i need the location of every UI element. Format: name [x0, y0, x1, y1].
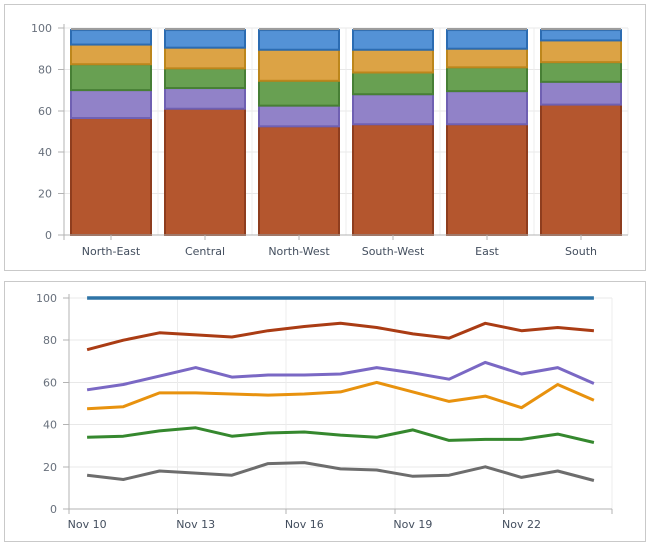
y-axis-label: 40	[43, 419, 57, 432]
y-axis-label: 40	[38, 146, 52, 159]
y-axis-label: 80	[43, 334, 57, 347]
bar-segment-rust[interactable]	[164, 107, 246, 236]
y-axis-label: 0	[50, 503, 57, 516]
bar-segment-blue[interactable]	[70, 29, 152, 46]
bar-segment-orange[interactable]	[352, 48, 434, 74]
bar-segment-purple[interactable]	[540, 80, 622, 106]
bar-segment-rust[interactable]	[446, 123, 528, 236]
bar-segment-gray-cap[interactable]	[541, 28, 621, 31]
bar-segment-blue[interactable]	[446, 29, 528, 50]
bar-segment-purple[interactable]	[164, 87, 246, 110]
y-axis-label: 20	[43, 461, 57, 474]
bar-segment-gray-cap[interactable]	[353, 28, 433, 31]
bar-segment-blue[interactable]	[258, 29, 340, 51]
y-axis-label: 0	[45, 229, 52, 242]
bar-segment-blue[interactable]	[164, 29, 246, 49]
bar-segment-blue[interactable]	[540, 29, 622, 42]
line-gray[interactable]	[86, 461, 595, 482]
bar-segment-green[interactable]	[164, 67, 246, 90]
y-axis-label: 60	[43, 376, 57, 389]
x-axis-label: Nov 13	[176, 518, 215, 531]
line-purple[interactable]	[86, 360, 595, 392]
x-axis-label: East	[475, 245, 499, 258]
x-axis-label: Nov 16	[285, 518, 324, 531]
bar-segment-green[interactable]	[352, 71, 434, 96]
bar-segment-orange[interactable]	[258, 48, 340, 82]
line-orange[interactable]	[87, 380, 595, 411]
y-axis-label: 80	[38, 63, 52, 76]
x-axis-label: South	[565, 245, 597, 258]
bar-segment-gray-cap[interactable]	[259, 28, 339, 31]
x-axis-label: Nov 19	[393, 518, 432, 531]
x-axis-label: Nov 10	[68, 518, 107, 531]
line-chart-panel: 0 20 40 60 80 100 Nov 10 Nov 13 Nov 16 Nov 19 Nov …	[4, 281, 646, 542]
bar-segment-orange[interactable]	[540, 39, 622, 64]
x-axis-label: North-East	[82, 245, 141, 258]
stacked-bar-chart[interactable]: North-East Central North-West South-West Eas…	[5, 5, 645, 270]
bar-segment-orange[interactable]	[164, 46, 246, 70]
bar-segment-purple[interactable]	[70, 89, 152, 120]
bar-segment-green[interactable]	[540, 61, 622, 83]
bar-segment-orange[interactable]	[446, 47, 528, 69]
bar-segment-green[interactable]	[446, 66, 528, 93]
bar-segment-gray-cap[interactable]	[447, 28, 527, 31]
y-axis-label: 100	[31, 22, 52, 35]
bar-segment-rust[interactable]	[70, 117, 152, 236]
bar-segment-purple[interactable]	[258, 104, 340, 128]
y-axis-label: 20	[38, 188, 52, 201]
bar-segment-gray-cap[interactable]	[165, 28, 245, 31]
bar-segment-orange[interactable]	[70, 43, 152, 66]
bar-segment-green[interactable]	[258, 79, 340, 107]
x-axis-label: North-West	[268, 245, 330, 258]
bar-segment-green[interactable]	[70, 63, 152, 92]
line-red[interactable]	[86, 321, 595, 352]
stacked-bar-panel: North-East Central North-West South-West Eas…	[4, 4, 646, 271]
line-green[interactable]	[87, 426, 595, 444]
bar-segment-purple[interactable]	[352, 93, 434, 126]
x-axis-label: South-West	[362, 245, 425, 258]
x-axis-label: Central	[185, 245, 225, 258]
bar-segment-gray-cap[interactable]	[71, 28, 151, 31]
line-chart[interactable]: 0 20 40 60 80 100 Nov 10 Nov 13 Nov 16 Nov 19 Nov …	[5, 282, 645, 541]
bar-segment-blue[interactable]	[352, 29, 434, 51]
y-axis-label: 100	[36, 292, 57, 305]
y-axis-label: 60	[38, 105, 52, 118]
bar-segment-rust[interactable]	[258, 125, 340, 236]
x-axis-label: Nov 22	[502, 518, 541, 531]
bar-segment-rust[interactable]	[352, 123, 434, 236]
bar-segment-rust[interactable]	[540, 103, 622, 236]
bar-segment-purple[interactable]	[446, 90, 528, 126]
